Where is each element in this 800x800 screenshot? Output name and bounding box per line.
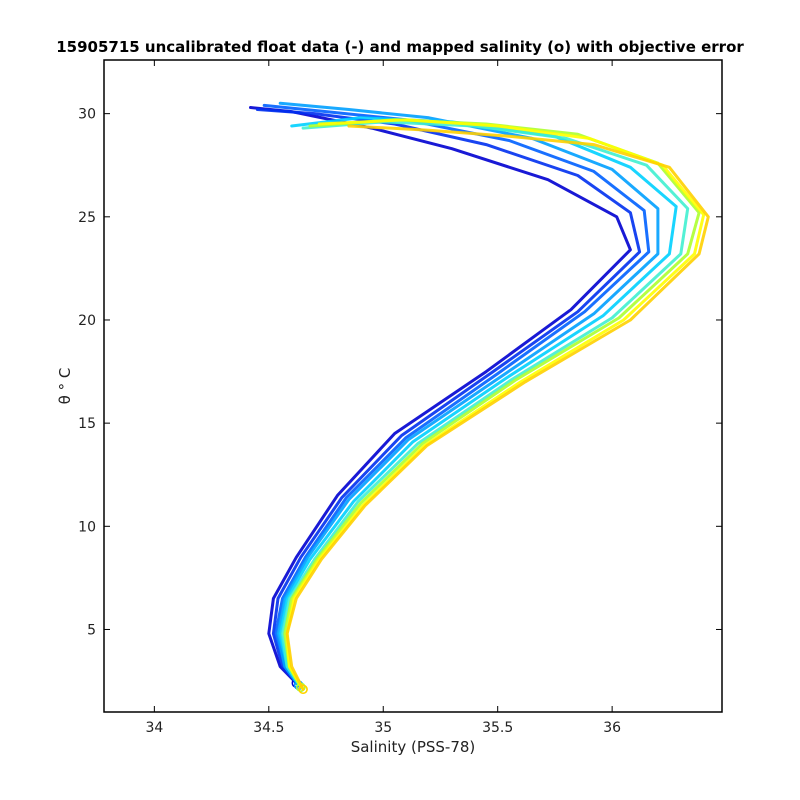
y-axis-label: θ ° C <box>56 368 74 405</box>
y-tick-label: 15 <box>78 416 96 432</box>
x-tick-label: 34.5 <box>253 720 284 736</box>
ticks-layer: 34 34.5 35 35.5 36 5 10 15 20 25 30 <box>78 60 722 736</box>
series-line-9 <box>285 124 710 691</box>
y-tick-label: 30 <box>78 107 96 123</box>
y-tick-label: 25 <box>78 210 96 226</box>
y-tick-label: 10 <box>78 519 96 535</box>
x-tick-label: 35.5 <box>482 720 513 736</box>
series-line-8 <box>285 118 706 691</box>
series-line-3 <box>262 103 651 687</box>
series-line-6 <box>281 120 690 689</box>
x-tick-label: 35 <box>374 720 392 736</box>
y-tick-label: 20 <box>78 313 96 329</box>
series-line-1 <box>249 106 632 685</box>
y-tick-label: 5 <box>87 622 96 638</box>
x-axis-label: Salinity (PSS-78) <box>351 738 476 756</box>
x-tick-label: 34 <box>145 720 163 736</box>
x-tick-label: 36 <box>603 720 621 736</box>
series-line-2 <box>255 108 642 687</box>
plot-frame <box>103 59 723 713</box>
series-layer <box>249 101 710 695</box>
chart-title: 15905715 uncalibrated float data (-) and… <box>56 38 744 56</box>
mapped-salinity-marker-9 <box>298 684 308 695</box>
